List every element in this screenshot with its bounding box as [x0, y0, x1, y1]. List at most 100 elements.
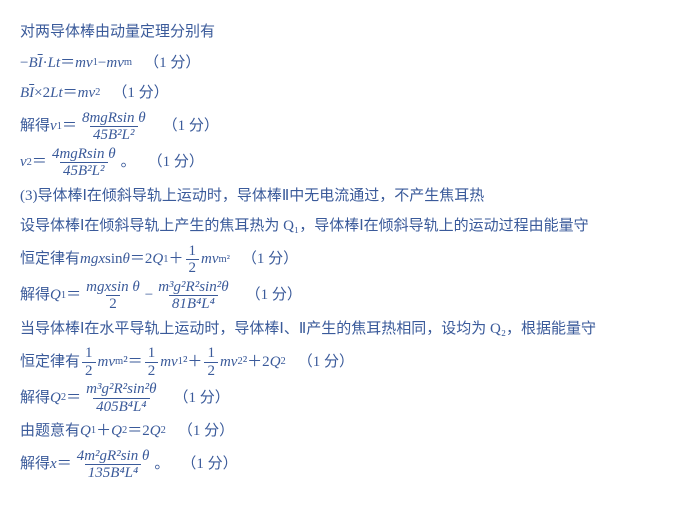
t: mgx — [80, 245, 105, 274]
t: 恒定律有 — [20, 348, 80, 377]
fraction: 12 — [82, 345, 96, 379]
t: mv — [106, 49, 124, 78]
t: mv — [201, 245, 219, 274]
line-4: 解得 v1 ＝ 8mgRsin θ 45B²L² （1 分） — [20, 110, 672, 144]
points: （1 分） — [181, 450, 237, 479]
line-5: v2 ＝ 4mgRsin θ 45B²L² 。 （1 分） — [20, 146, 672, 180]
text: (3)导体棒Ⅰ在倾斜导轨上运动时，导体棒Ⅱ中无电流通过，不产生焦耳热 — [20, 182, 484, 211]
t: Q — [152, 245, 163, 274]
t: ＝ — [60, 49, 75, 78]
n: 1 — [145, 345, 159, 362]
d: 2 — [145, 362, 159, 380]
t: Q — [50, 281, 61, 310]
line-13: 由题意有 Q1 ＋ Q2 ＝2 Q2 （1 分） — [20, 417, 672, 446]
t: ＝ — [66, 384, 81, 413]
t: Lt — [50, 79, 63, 108]
t: 。 — [154, 450, 169, 479]
t: − — [20, 49, 28, 78]
t: ×2 — [34, 79, 50, 108]
t: ＝ — [32, 148, 47, 177]
points: （1 分） — [242, 245, 298, 274]
t: Q — [111, 417, 122, 446]
text: 当导体棒Ⅰ在水平导轨上运动时，导体棒Ⅰ、Ⅱ产生的焦耳热相同，设均为 Q₂，根据能… — [20, 315, 596, 344]
t: ＝2 — [127, 417, 150, 446]
t: − — [145, 281, 153, 310]
t: 解得 — [20, 384, 50, 413]
fraction: mgxsin θ 2 — [83, 279, 143, 313]
t: ＝ — [63, 79, 78, 108]
fraction: 12 — [204, 345, 218, 379]
fraction: 4m²gR²sin θ 135B⁴L⁴ — [74, 448, 153, 482]
text: 对两导体棒由动量定理分别有 — [20, 18, 215, 47]
t: ＝ — [57, 450, 72, 479]
denominator: 45B²L² — [60, 162, 108, 180]
line-10: 当导体棒Ⅰ在水平导轨上运动时，导体棒Ⅰ、Ⅱ产生的焦耳热相同，设均为 Q₂，根据能… — [20, 315, 672, 344]
denominator: 2 — [186, 259, 200, 277]
fraction: m³g²R²sin²θ 405B⁴L⁴ — [83, 381, 159, 415]
n: 1 — [82, 345, 96, 362]
numerator: m³g²R²sin²θ — [155, 279, 231, 296]
points: （1 分） — [144, 49, 200, 78]
t: x — [50, 450, 57, 479]
denominator: 81B⁴L⁴ — [169, 295, 218, 313]
n: 1 — [204, 345, 218, 362]
t: 解得 — [20, 450, 50, 479]
numerator: m³g²R²sin²θ — [83, 381, 159, 398]
t: ²＋ — [183, 348, 203, 377]
t: ＋ — [96, 417, 111, 446]
fraction: 12 — [145, 345, 159, 379]
t: sin — [105, 245, 123, 274]
t: mv — [220, 348, 238, 377]
t: Q — [270, 348, 281, 377]
line-3: B I ×2 Lt ＝ mv2 （1 分） — [20, 79, 672, 108]
numerator: 4m²gR²sin θ — [74, 448, 153, 465]
t: v — [20, 148, 27, 177]
line-12: 解得 Q2 ＝ m³g²R²sin²θ 405B⁴L⁴ （1 分） — [20, 381, 672, 415]
t: 恒定律有 — [20, 245, 80, 274]
points: （1 分） — [163, 112, 219, 141]
line-6: (3)导体棒Ⅰ在倾斜导轨上运动时，导体棒Ⅱ中无电流通过，不产生焦耳热 — [20, 182, 672, 211]
line-2: − B I · Lt ＝ mv1 − mvm （1 分） — [20, 49, 672, 78]
line-14: 解得 x ＝ 4m²gR²sin θ 135B⁴L⁴ 。 （1 分） — [20, 448, 672, 482]
t: ＝2 — [130, 245, 153, 274]
t: mv — [98, 348, 116, 377]
t: 解得 — [20, 281, 50, 310]
t: 由题意有 — [20, 417, 80, 446]
t: Lt — [48, 49, 61, 78]
t: v — [50, 112, 57, 141]
denominator: 2 — [106, 295, 120, 313]
points: （1 分） — [112, 79, 168, 108]
t: ²＋2 — [243, 348, 270, 377]
t: Q — [150, 417, 161, 446]
fraction: m³g²R²sin²θ 81B⁴L⁴ — [155, 279, 231, 313]
fraction: 8mgRsin θ 45B²L² — [79, 110, 149, 144]
points: （1 分） — [246, 281, 302, 310]
text: 设导体棒Ⅰ在倾斜导轨上产生的焦耳热为 Q₁，导体棒Ⅰ在倾斜导轨上的运动过程由能量… — [20, 212, 589, 241]
t: mv — [78, 79, 96, 108]
t: 解得 — [20, 112, 50, 141]
points: （1 分） — [148, 148, 204, 177]
points: （1 分） — [178, 417, 234, 446]
t: B — [28, 49, 37, 78]
denominator: 405B⁴L⁴ — [93, 398, 149, 416]
line-7: 设导体棒Ⅰ在倾斜导轨上产生的焦耳热为 Q₁，导体棒Ⅰ在倾斜导轨上的运动过程由能量… — [20, 212, 672, 241]
line-1: 对两导体棒由动量定理分别有 — [20, 18, 672, 47]
t: ＝ — [62, 112, 77, 141]
line-8: 恒定律有 mgx sin θ ＝2 Q1 ＋ 1 2 mvm² （1 分） — [20, 243, 672, 277]
t: ²＝ — [123, 348, 143, 377]
d: 2 — [82, 362, 96, 380]
t: mv — [75, 49, 93, 78]
d: 2 — [204, 362, 218, 380]
t: 。 — [121, 148, 136, 177]
fraction: 1 2 — [186, 243, 200, 277]
t: B — [20, 79, 29, 108]
line-11: 恒定律有 12 mvm ²＝ 12 mv1 ²＋ 12 mv2 ²＋2 Q2 （… — [20, 345, 672, 379]
points: （1 分） — [173, 384, 229, 413]
t: Q — [50, 384, 61, 413]
t: θ — [123, 245, 130, 274]
numerator: 1 — [186, 243, 200, 260]
numerator: mgxsin θ — [83, 279, 143, 296]
numerator: 8mgRsin θ — [79, 110, 149, 127]
fraction: 4mgRsin θ 45B²L² — [49, 146, 119, 180]
numerator: 4mgRsin θ — [49, 146, 119, 163]
